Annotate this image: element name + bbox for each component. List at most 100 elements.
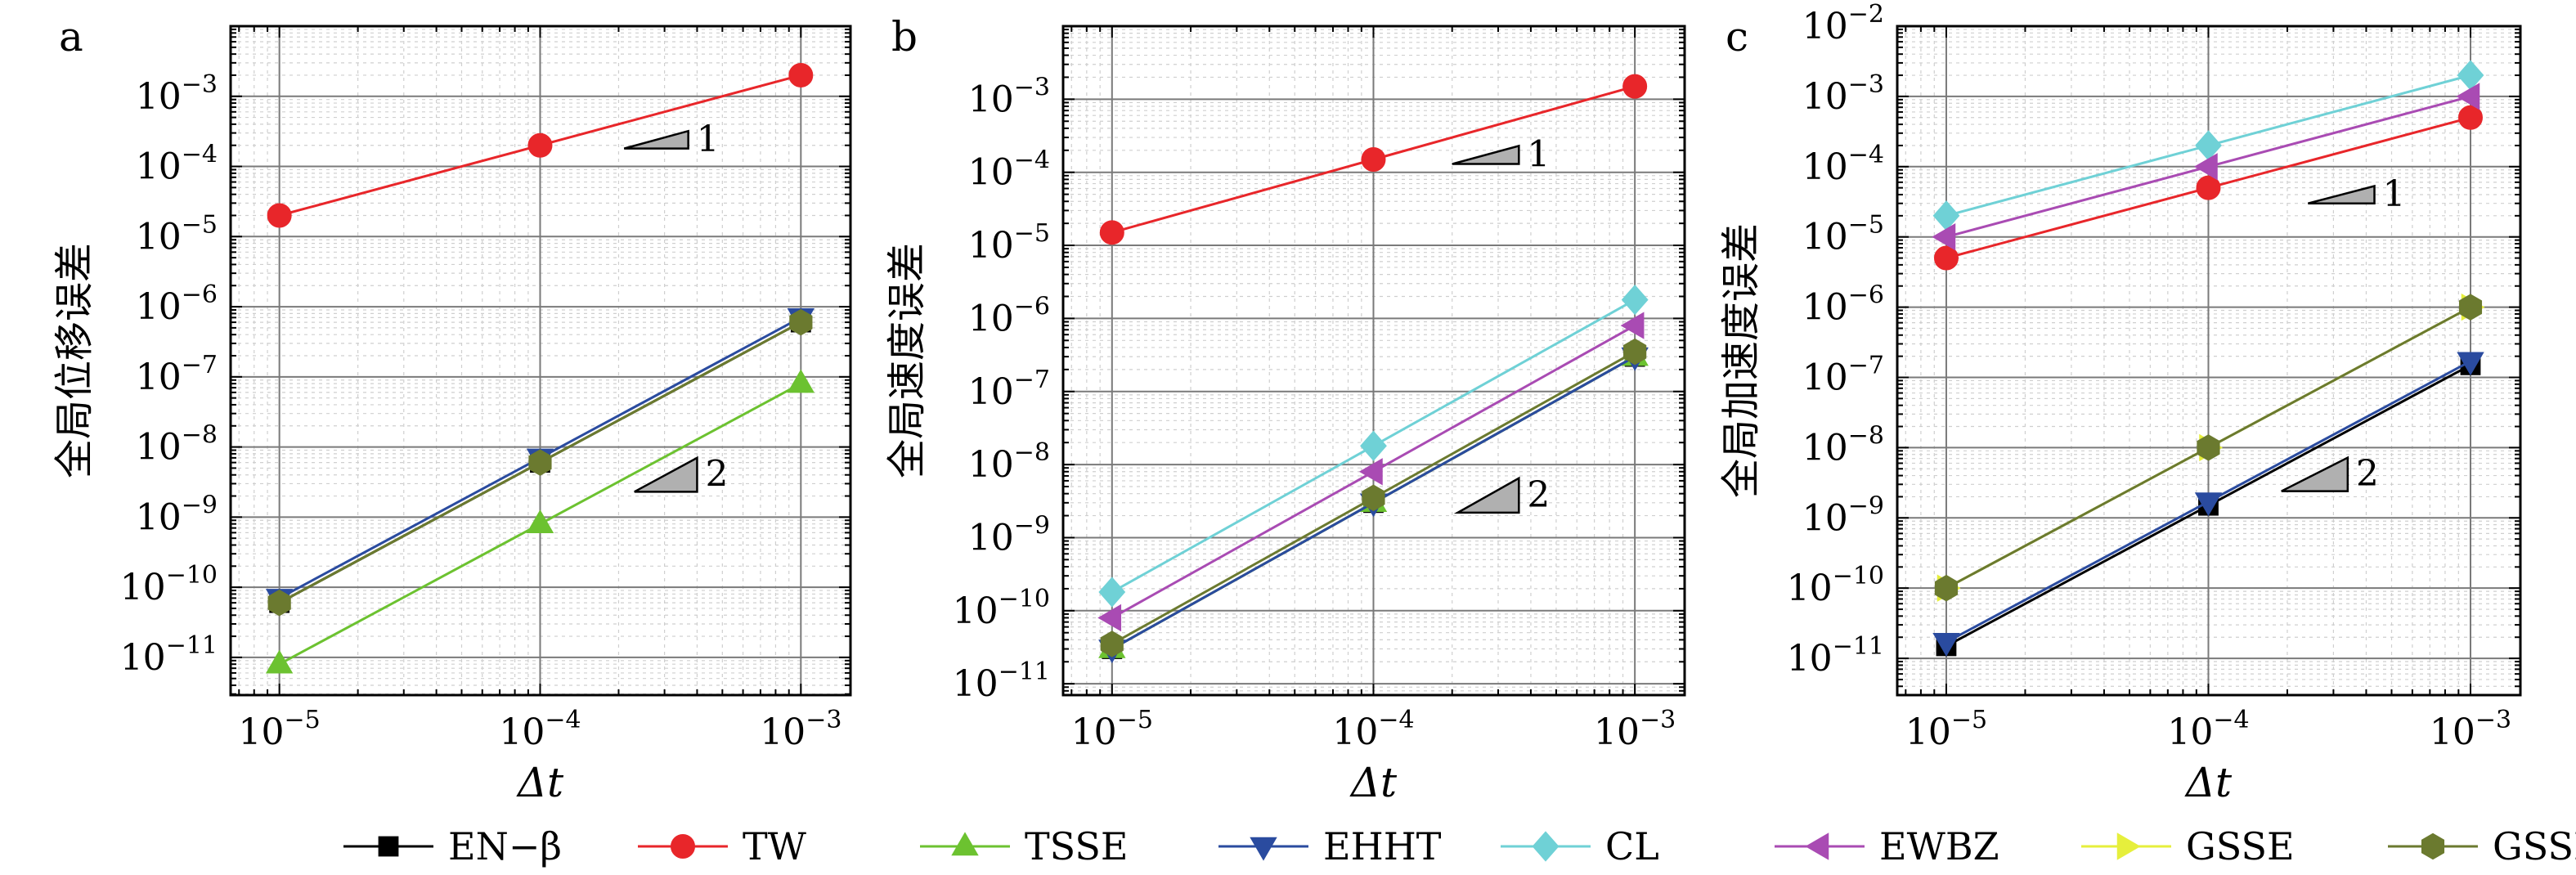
x-tick-label: 10−3 — [1594, 706, 1676, 753]
ticks — [1897, 25, 2520, 696]
legend-marker — [2421, 832, 2445, 860]
data-point — [1623, 338, 1647, 366]
data-point — [1361, 146, 1386, 172]
legend-item: TW — [638, 824, 807, 868]
slope-label: 2 — [705, 454, 728, 496]
legend: EN−β TW TSSE EHHT CL EWBZ GSSE GSSI — [343, 824, 2576, 868]
slope-label: 1 — [697, 119, 720, 160]
y-tick-label: 10−5 — [968, 219, 1050, 267]
series-ewbz — [1097, 312, 1645, 632]
data-point — [1932, 222, 1956, 251]
slope-triangle-shape — [1453, 476, 1520, 514]
data-point — [789, 308, 813, 336]
x-axis-label: Δt — [2184, 759, 2233, 806]
slope-label: 2 — [1527, 474, 1550, 516]
legend-label: EHHT — [1323, 824, 1442, 868]
legend-label: GSSI — [2493, 824, 2576, 868]
series-ehht — [1932, 352, 2484, 657]
data-point — [1360, 430, 1387, 461]
slope-label: 2 — [2356, 453, 2379, 495]
y-tick-label: 10−4 — [1802, 141, 1884, 188]
legend-item: EHHT — [1218, 824, 1442, 868]
data-point — [265, 649, 294, 674]
data-point — [1932, 633, 1960, 657]
data-point — [2197, 434, 2220, 461]
legend-marker — [671, 834, 695, 859]
y-tick-label: 10−4 — [136, 141, 218, 188]
y-tick-label: 10−8 — [1802, 421, 1884, 469]
data-point — [267, 203, 292, 228]
x-axis-label: Δt — [516, 759, 564, 806]
legend-item: CL — [1501, 824, 1659, 868]
x-tick-label: 10−3 — [760, 706, 841, 753]
y-tick-label: 10−6 — [968, 292, 1050, 339]
slope-triangle: 2 — [2281, 453, 2379, 495]
data-point — [1358, 458, 1383, 486]
legend-marker — [1805, 832, 1829, 860]
y-tick-label: 10−3 — [136, 70, 218, 118]
y-tick-label: 10−6 — [1802, 281, 1884, 329]
y-tick-label: 10−5 — [1802, 211, 1884, 258]
x-axis-label: Δt — [1349, 759, 1398, 806]
series-tw — [1933, 105, 2483, 271]
panel-letter: b — [891, 13, 918, 61]
data-point — [2458, 294, 2483, 321]
legend-label: EWBZ — [1879, 824, 1999, 868]
y-tick-label: 10−10 — [1787, 562, 1884, 609]
legend-marker — [1532, 831, 1560, 862]
series-tsse — [265, 369, 815, 674]
data-point — [527, 132, 553, 158]
y-tick-label: 10−5 — [136, 210, 218, 258]
slope-triangle: 1 — [1452, 133, 1550, 175]
legend-label: GSSE — [2186, 824, 2295, 868]
data-point — [2196, 175, 2221, 200]
y-axis-label: 全局加速度误差 — [1718, 223, 1764, 498]
y-tick-label: 10−11 — [953, 657, 1050, 705]
y-tick-label: 10−8 — [136, 421, 218, 469]
plot-frame — [1896, 25, 2522, 697]
data-point — [2457, 352, 2484, 376]
legend-marker — [378, 836, 399, 857]
panel-b: 10−11 10−10 10−9 10−8 10−7 10−6 10−5 10−4 10−3 10… — [884, 13, 1686, 806]
legend-marker — [2116, 832, 2141, 860]
legend-label: EN−β — [448, 824, 562, 868]
y-tick-label: 10−7 — [1802, 351, 1884, 398]
x-tick-label: 10−5 — [1905, 706, 1987, 753]
y-tick-label: 10−9 — [968, 511, 1050, 559]
slope-triangle-shape — [623, 129, 689, 150]
data-point — [2193, 153, 2218, 181]
data-point — [1100, 630, 1124, 657]
series-cl — [1098, 284, 1649, 608]
slope-triangle: 2 — [634, 454, 728, 496]
y-tick-label: 10−10 — [120, 561, 218, 608]
x-tick-label: 10−4 — [1332, 706, 1414, 753]
slope-triangle: 1 — [2308, 173, 2406, 215]
slope-triangle-shape — [2281, 455, 2349, 492]
y-tick-label: 10−9 — [136, 491, 218, 538]
y-tick-label: 10−3 — [1802, 70, 1884, 118]
panel-letter: c — [1726, 13, 1748, 61]
y-tick-label: 10−7 — [136, 351, 218, 398]
y-tick-label: 10−10 — [953, 585, 1050, 632]
legend-marker — [951, 832, 979, 856]
data-point — [2456, 83, 2480, 110]
legend-label: TSSE — [1025, 824, 1128, 868]
panel-a: 10−11 10−10 10−9 10−8 10−7 10−6 10−5 10−4 10−3 10… — [52, 13, 852, 806]
slope-triangle-shape — [634, 455, 698, 493]
slope-triangle-shape — [1452, 144, 1520, 165]
data-point — [1934, 574, 1959, 602]
series-tw — [1099, 74, 1648, 245]
data-point — [2457, 105, 2483, 130]
slope-label: 1 — [2383, 173, 2406, 215]
y-tick-label: 10−4 — [968, 146, 1050, 194]
series-gssi — [267, 308, 813, 617]
x-tick-label: 10−4 — [2167, 706, 2249, 753]
series-ewbz — [1932, 83, 2480, 251]
x-tick-label: 10−4 — [499, 706, 581, 753]
data-point — [526, 509, 554, 533]
data-point — [788, 62, 814, 88]
data-point — [1621, 284, 1649, 316]
data-point — [1933, 245, 1959, 271]
